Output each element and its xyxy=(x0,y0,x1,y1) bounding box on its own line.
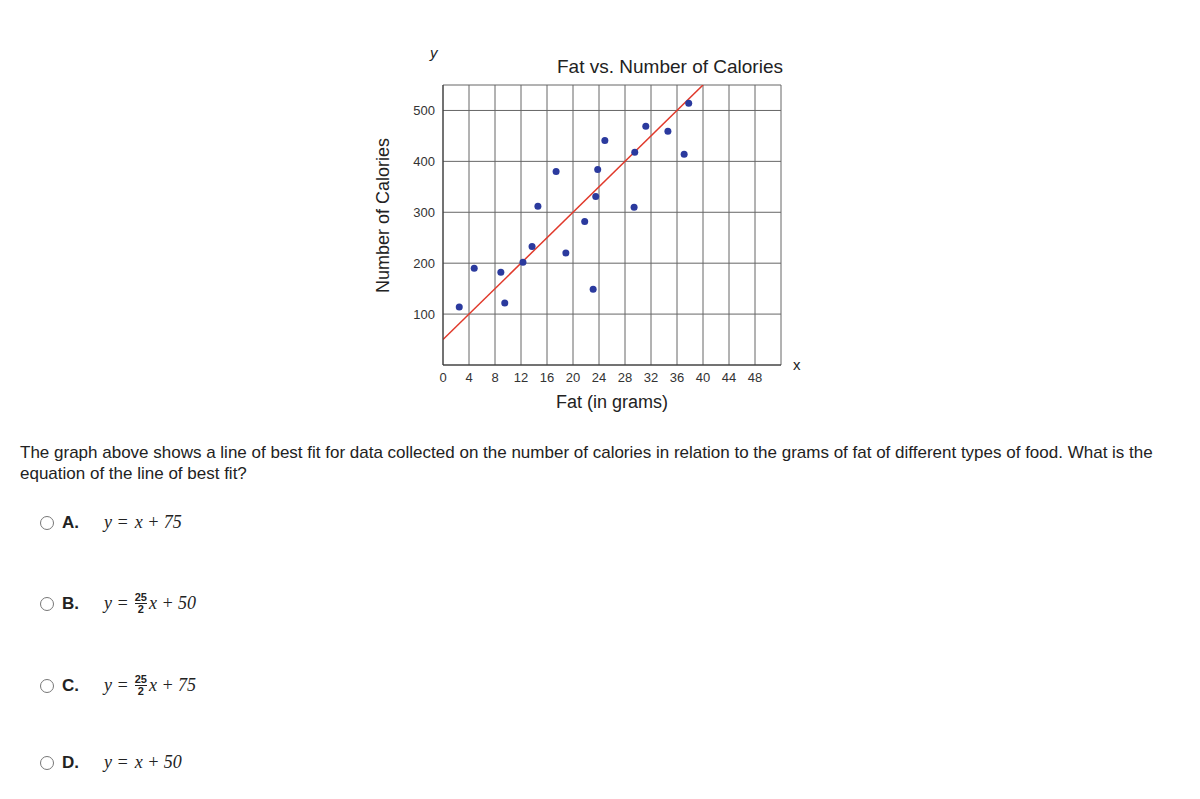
html-text:A.: A. xyxy=(62,512,79,532)
svg-text:44: 44 xyxy=(722,370,736,385)
svg-text:40: 40 xyxy=(696,370,710,385)
svg-text:4: 4 xyxy=(465,370,472,385)
html-text:2 x + 75: 2 x + 75 xyxy=(137,675,196,697)
html-text:y = 25: y = 25 xyxy=(104,673,147,695)
svg-text:16: 16 xyxy=(540,370,554,385)
svg-text:24: 24 xyxy=(592,370,606,385)
html-text:Fat vs. Number of Calories: Fat vs. Number of Calories xyxy=(557,56,783,77)
svg-text:20: 20 xyxy=(566,370,580,385)
svg-text:500: 500 xyxy=(413,103,435,118)
html-text:x: x xyxy=(793,356,801,373)
html-text:2 x + 50: 2 x + 50 xyxy=(137,593,196,615)
svg-text:48: 48 xyxy=(748,370,762,385)
html-text:y: y xyxy=(430,44,438,61)
html-text:The graph above shows a line o: The graph above shows a line of best fit… xyxy=(20,443,1153,483)
svg-text:32: 32 xyxy=(644,370,658,385)
html-text:D.: D. xyxy=(62,752,79,772)
svg-text:8: 8 xyxy=(491,370,498,385)
svg-text:400: 400 xyxy=(413,154,435,169)
svg-text:200: 200 xyxy=(413,256,435,271)
svg-text:12: 12 xyxy=(514,370,528,385)
svg-text:36: 36 xyxy=(670,370,684,385)
html-text:Number of Calories: Number of Calories xyxy=(372,138,393,293)
html-text:y = 25: y = 25 xyxy=(104,591,147,613)
html-text:B.: B. xyxy=(62,593,79,613)
svg-text:28: 28 xyxy=(618,370,632,385)
svg-text:0: 0 xyxy=(439,370,446,385)
svg-text:300: 300 xyxy=(413,205,435,220)
html-text:y = x + 50: y = x + 50 xyxy=(104,752,182,772)
html-text:y = x + 75: y = x + 75 xyxy=(104,512,182,532)
html-text:Fat (in grams): Fat (in grams) xyxy=(556,392,668,412)
html-text:C.: C. xyxy=(62,675,79,695)
svg-text:100: 100 xyxy=(413,307,435,322)
